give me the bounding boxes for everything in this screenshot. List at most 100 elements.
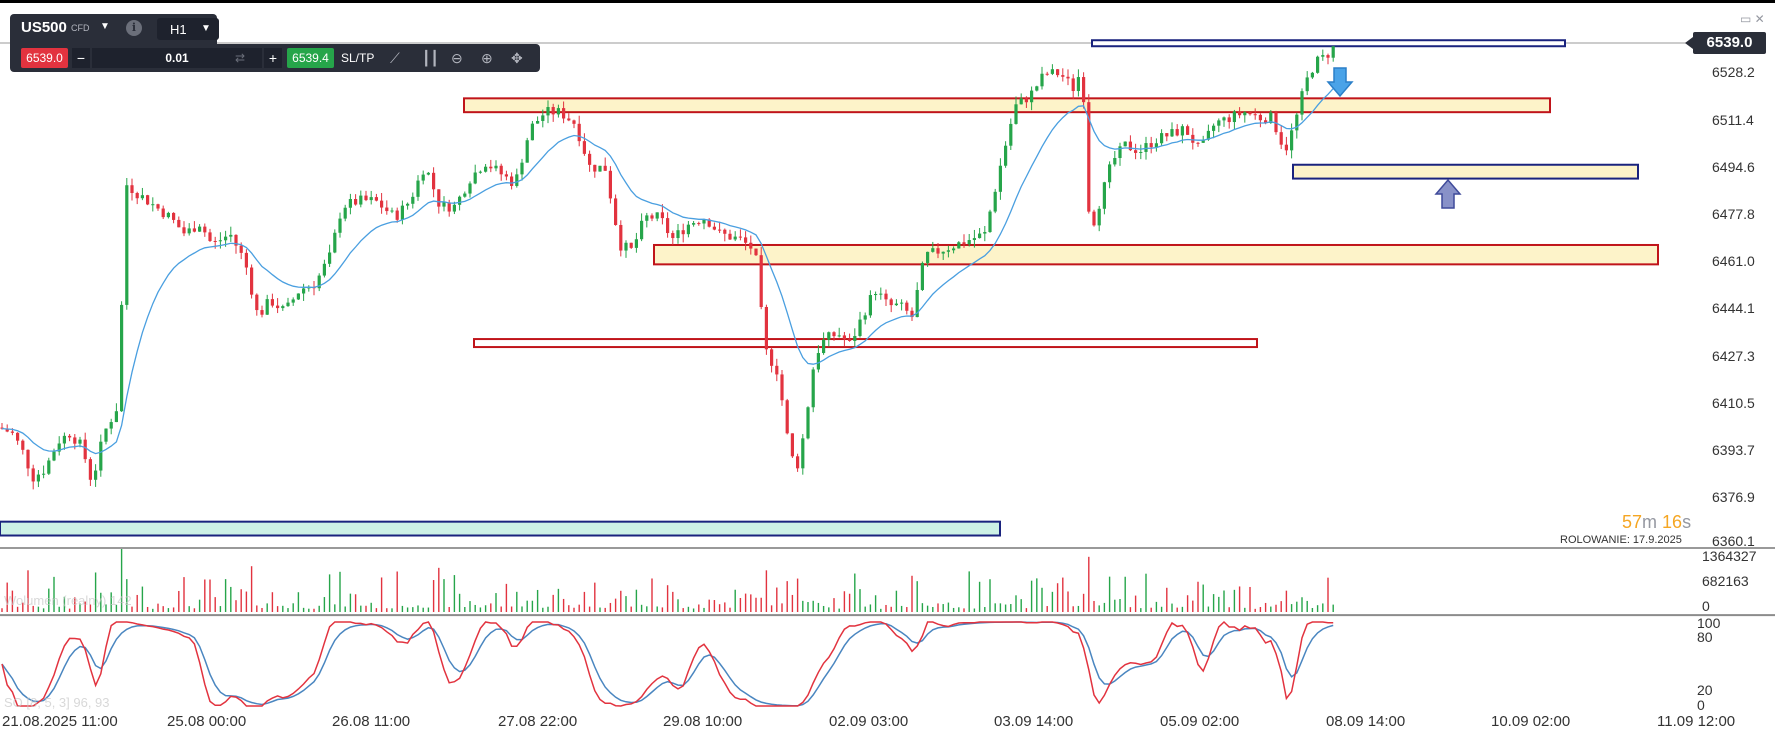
candle: [1149, 143, 1153, 148]
candle: [790, 433, 794, 457]
candle: [1056, 69, 1060, 76]
volume-bar: [370, 602, 372, 612]
candle: [863, 315, 867, 320]
candle: [0, 427, 4, 429]
buy-button[interactable]: 6539.4: [287, 48, 334, 68]
volume-bar: [266, 603, 268, 612]
candle: [260, 310, 264, 315]
volume-bar: [1088, 556, 1090, 612]
symbol-label[interactable]: US500: [21, 19, 67, 36]
candle: [426, 172, 430, 175]
info-icon[interactable]: i: [126, 20, 142, 36]
volume-bar: [84, 601, 86, 612]
sltp-button[interactable]: SL/TP: [341, 51, 375, 65]
candle: [770, 349, 774, 366]
candle: [42, 473, 46, 475]
candle: [421, 174, 425, 181]
volume-bar: [786, 581, 788, 612]
volume-bar: [427, 607, 430, 612]
candle: [655, 212, 659, 219]
resistance-zone[interactable]: [653, 243, 1659, 266]
volume-bar: [198, 599, 201, 612]
candle: [296, 293, 300, 300]
x-tick: 02.09 03:00: [829, 713, 909, 730]
candle: [983, 232, 987, 234]
volume-bar: [822, 605, 825, 612]
volume-bar: [1108, 576, 1111, 612]
candle: [94, 470, 98, 480]
volume-bar: [412, 607, 414, 612]
quantity-input[interactable]: 0.01: [92, 48, 262, 68]
candle: [1331, 46, 1335, 58]
stochastic-axis-tick: 0: [1697, 697, 1705, 713]
support-zone[interactable]: [1292, 163, 1639, 180]
candle: [785, 400, 789, 434]
line-chart-icon[interactable]: ⟋: [390, 50, 400, 66]
volume-bar: [235, 600, 237, 612]
volume-bar: [547, 606, 549, 612]
volume-bar: [375, 608, 378, 612]
candle: [5, 428, 9, 432]
swap-icon[interactable]: ⇄: [235, 51, 246, 65]
candle: [957, 242, 961, 249]
volume-bar: [1010, 604, 1012, 612]
volume-bar: [900, 605, 903, 612]
volume-bar: [687, 606, 690, 612]
rollover-label: ROLOWANIE: 17.9.2025: [1560, 534, 1682, 546]
volume-indicator-label[interactable]: Wolumen (realny) 142: [4, 593, 132, 608]
volume-bar: [354, 594, 357, 612]
volume-bar: [760, 597, 762, 612]
candle: [140, 195, 144, 199]
volume-bar: [152, 608, 154, 612]
volume-bar: [302, 607, 305, 612]
candle: [666, 218, 670, 234]
crosshair-icon[interactable]: ✥: [511, 50, 523, 66]
candle: [889, 299, 893, 306]
symbol-type-label: CFD: [71, 23, 90, 33]
zoom-in-icon[interactable]: ⊕: [481, 50, 493, 66]
quantity-decrease-button[interactable]: −: [72, 48, 90, 68]
volume-bar: [1244, 607, 1246, 612]
volume-bar: [474, 604, 476, 612]
candle-chart-icon[interactable]: ┃┃: [422, 50, 439, 66]
volume-bar: [6, 582, 8, 612]
volume-bar: [968, 571, 970, 612]
support-zone[interactable]: [0, 520, 1001, 537]
sell-button[interactable]: 6539.0: [21, 48, 68, 68]
resistance-zone[interactable]: [463, 97, 1551, 114]
volume-bar: [646, 606, 648, 612]
volume-bar: [937, 603, 939, 612]
quantity-increase-button[interactable]: +: [264, 48, 282, 68]
volume-bar: [349, 593, 352, 612]
window-controls-icon[interactable]: ▭ ✕: [1740, 12, 1765, 26]
volume-bar: [672, 591, 674, 612]
candle: [1128, 141, 1132, 151]
stochastic-indicator-label[interactable]: SO [8, 5, 3] 96, 93: [4, 695, 110, 710]
volume-bar: [1280, 601, 1282, 612]
symbol-dropdown-icon[interactable]: ▼: [100, 21, 110, 32]
volume-bar: [469, 601, 471, 612]
candle: [1206, 130, 1210, 140]
volume-bar: [1114, 599, 1116, 612]
candle: [156, 204, 160, 209]
volume-bar: [526, 600, 528, 612]
resistance-zone[interactable]: [473, 338, 1258, 349]
volume-bar: [172, 607, 175, 612]
x-tick: 25.08 00:00: [167, 713, 247, 730]
volume-bar: [443, 579, 445, 612]
volume-bar: [42, 608, 45, 612]
candle: [504, 174, 508, 177]
volume-bar: [1327, 577, 1329, 612]
candle: [458, 196, 462, 205]
volume-bar: [588, 606, 591, 612]
candle: [135, 193, 139, 199]
zoom-out-icon[interactable]: ⊖: [451, 50, 463, 66]
timeframe-select[interactable]: H1 ▼: [157, 18, 219, 40]
candle: [681, 230, 685, 235]
x-tick: 21.08.2025 11:00: [2, 713, 118, 730]
candle: [515, 174, 519, 186]
candle: [1290, 130, 1294, 151]
support-zone[interactable]: [1091, 39, 1566, 48]
volume-bar: [464, 607, 466, 612]
